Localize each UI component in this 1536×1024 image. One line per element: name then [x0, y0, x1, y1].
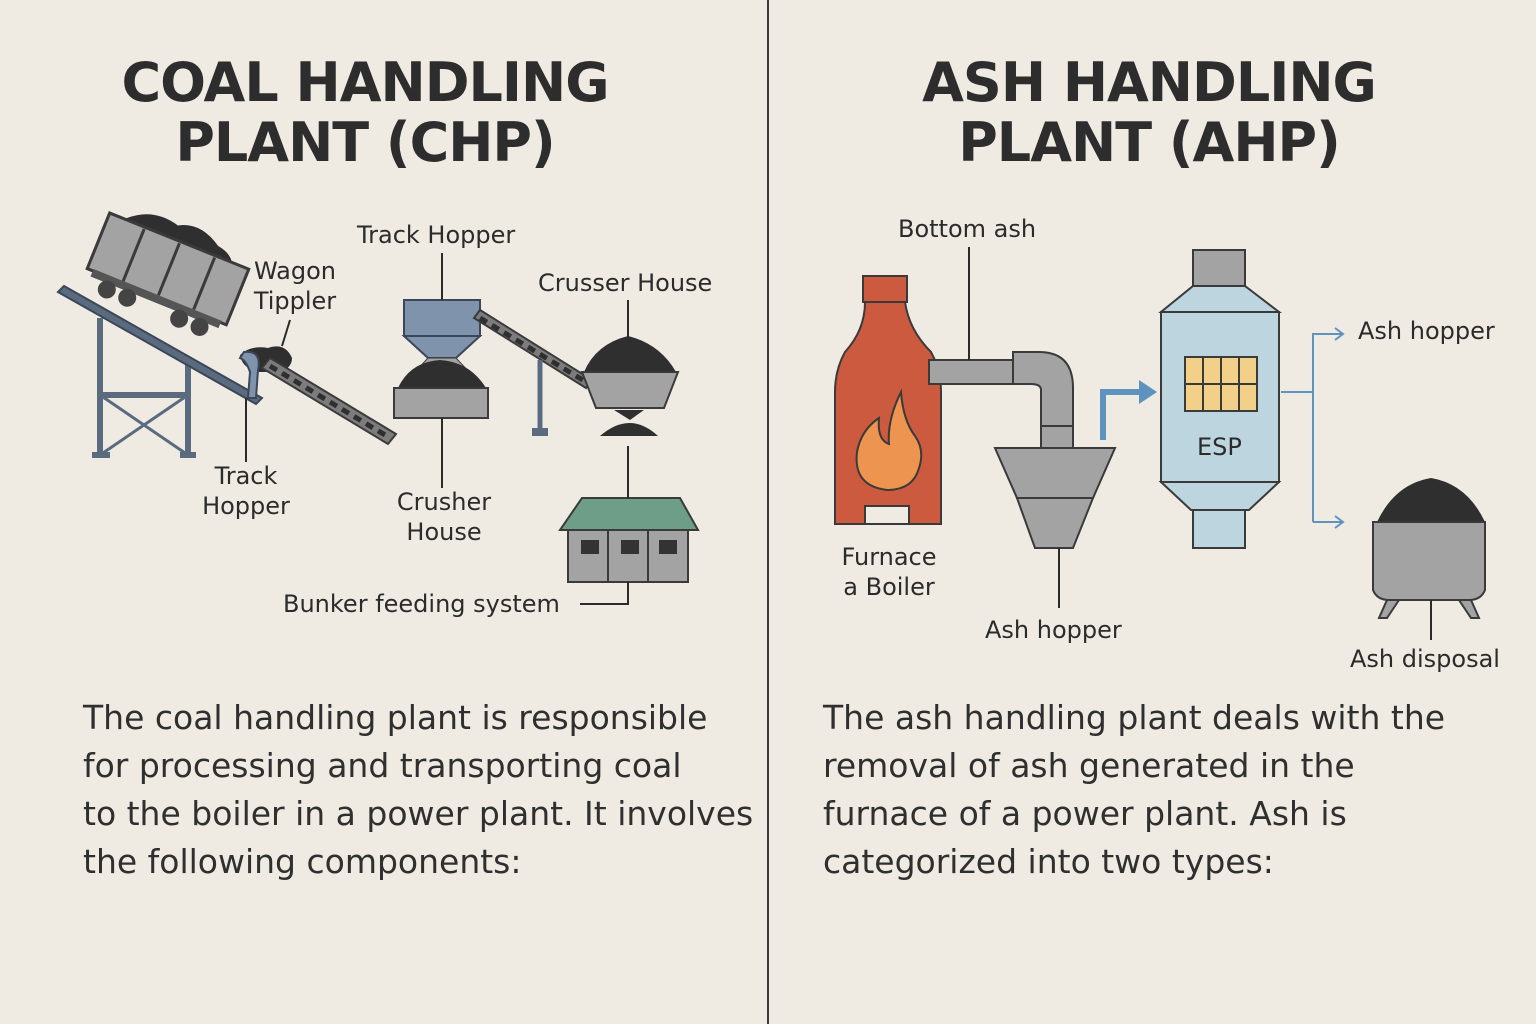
- coal-desc-line: for processing and transporting coal: [83, 746, 682, 785]
- coal-title: COAL HANDLING PLANT (CHP): [30, 53, 700, 173]
- label-furnace-line2: a Boiler: [843, 573, 935, 601]
- ash-title-line2: PLANT (AHP): [958, 111, 1341, 174]
- inclined-rail: [56, 284, 264, 406]
- ash-desc-line: removal of ash generated in the: [823, 746, 1355, 785]
- label-track-hopper-bottom: Track Hopper: [186, 461, 306, 521]
- coal-desc-line: The coal handling plant is responsible: [83, 698, 708, 737]
- coal-handling-diagram: [56, 211, 700, 605]
- coal-desc-line: the following components:: [83, 842, 522, 881]
- label-esp: ESP: [1197, 433, 1242, 461]
- esp-grid: [1184, 356, 1258, 412]
- coal-description: The coal handling plant is responsible f…: [83, 694, 753, 886]
- coal-handling-panel: COAL HANDLING PLANT (CHP): [0, 0, 767, 1024]
- ash-title-line1: ASH HANDLING: [922, 51, 1377, 114]
- label-furnace-line1: Furnace: [841, 543, 937, 571]
- ash-description: The ash handling plant deals with the re…: [823, 694, 1445, 886]
- ash-hopper-funnel: [993, 447, 1117, 549]
- ash-desc-line: categorized into two types:: [823, 842, 1274, 881]
- ash-handling-diagram: [834, 247, 1486, 640]
- label-ash-hopper-right: Ash hopper: [1358, 317, 1495, 345]
- label-wagon-tippler-line1: Wagon: [253, 257, 337, 285]
- label-wagon-tippler: Wagon Tippler: [230, 256, 360, 316]
- ash-title: ASH HANDLING PLANT (AHP): [819, 53, 1479, 173]
- conveyor-belt-1: [260, 356, 398, 446]
- label-crusser-house: Crusser House: [538, 269, 713, 297]
- label-crusher-house-line1: Crusher: [396, 488, 492, 516]
- coal-title-line1: COAL HANDLING: [121, 51, 609, 114]
- flow-arrow: [1100, 380, 1157, 440]
- esp-output-arrows: [1281, 327, 1345, 529]
- label-bunker-feeding-system: Bunker feeding system: [283, 590, 560, 618]
- ash-handling-panel: ASH HANDLING PLANT (AHP): [769, 0, 1536, 1024]
- ash-leader-lines: [968, 247, 1432, 640]
- conveyor-belt-2: [472, 308, 594, 436]
- flame-icon: [855, 388, 923, 492]
- esp-unit: [1158, 249, 1282, 549]
- label-wagon-tippler-line2: Tippler: [253, 287, 337, 315]
- ash-desc-line: furnace of a power plant. Ash is: [823, 794, 1347, 833]
- label-track-hopper-line1: Track: [214, 462, 278, 490]
- ash-disposal-bin: [1372, 478, 1486, 619]
- coal-title-line2: PLANT (CHP): [175, 111, 555, 174]
- bunker-building: [558, 497, 700, 583]
- label-ash-disposal: Ash disposal: [1350, 645, 1500, 673]
- crusher-unit: [580, 336, 680, 436]
- track-hopper: [393, 299, 489, 419]
- label-crusher-house: Crusher House: [380, 487, 508, 547]
- label-crusher-house-line2: House: [406, 518, 482, 546]
- flue-duct: [928, 351, 1074, 449]
- label-ash-hopper-bottom: Ash hopper: [985, 616, 1122, 644]
- furnace-boiler: [834, 275, 942, 525]
- label-bottom-ash: Bottom ash: [898, 215, 1037, 243]
- coal-desc-line: to the boiler in a power plant. It invol…: [83, 794, 754, 833]
- panel-divider: [767, 0, 769, 1024]
- tippler-support-structure: [92, 318, 196, 458]
- label-track-hopper-top: Track Hopper: [357, 221, 516, 249]
- coal-wagon: [85, 211, 251, 336]
- label-track-hopper-line2: Hopper: [202, 492, 290, 520]
- coal-leader-lines: [245, 253, 629, 605]
- ash-desc-line: The ash handling plant deals with the: [823, 698, 1446, 737]
- label-furnace-boiler: Furnace a Boiler: [825, 542, 953, 602]
